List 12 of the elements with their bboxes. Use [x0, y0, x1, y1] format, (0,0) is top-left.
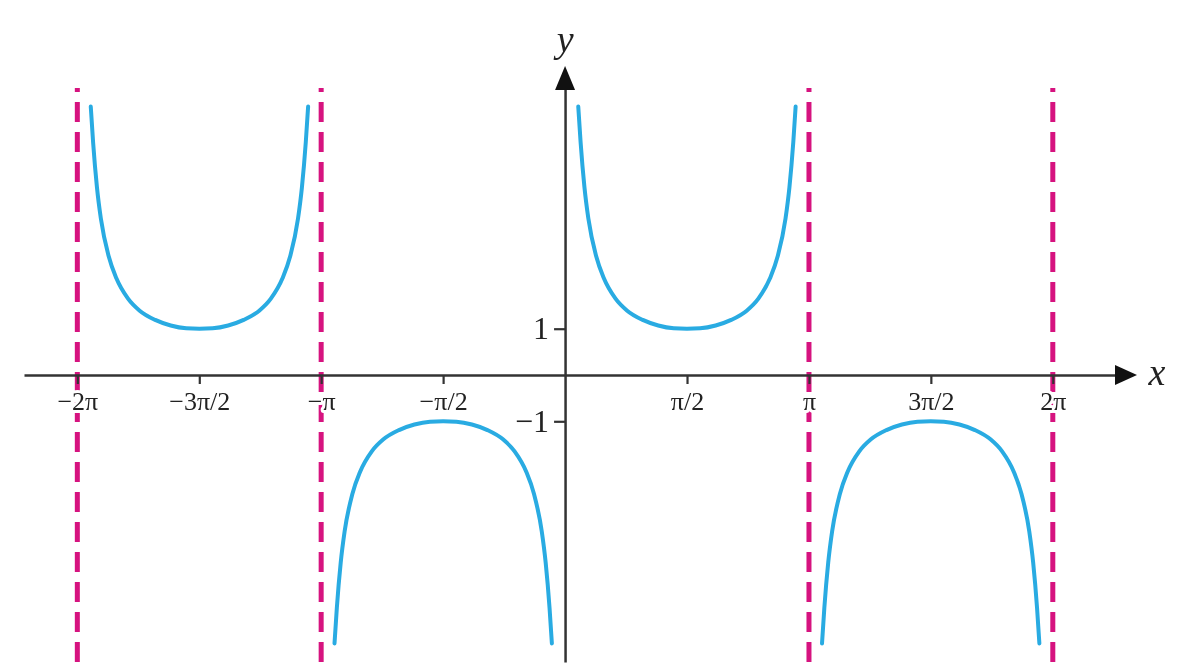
- x-tick-label: 3π/2: [908, 387, 955, 416]
- x-tick-label: π/2: [670, 387, 705, 416]
- x-tick-label: −2π: [57, 387, 99, 416]
- x-tick-label: 2π: [1040, 387, 1067, 416]
- y-tick-label: 1: [533, 310, 550, 347]
- y-axis-title: y: [552, 18, 574, 60]
- x-tick-label: −π: [307, 387, 336, 416]
- x-tick-label: −π/2: [419, 387, 468, 416]
- x-tick-label: π: [802, 387, 817, 416]
- x-axis-title: x: [1147, 351, 1166, 393]
- y-tick-label: −1: [515, 403, 550, 440]
- x-tick-label: −3π/2: [169, 387, 231, 416]
